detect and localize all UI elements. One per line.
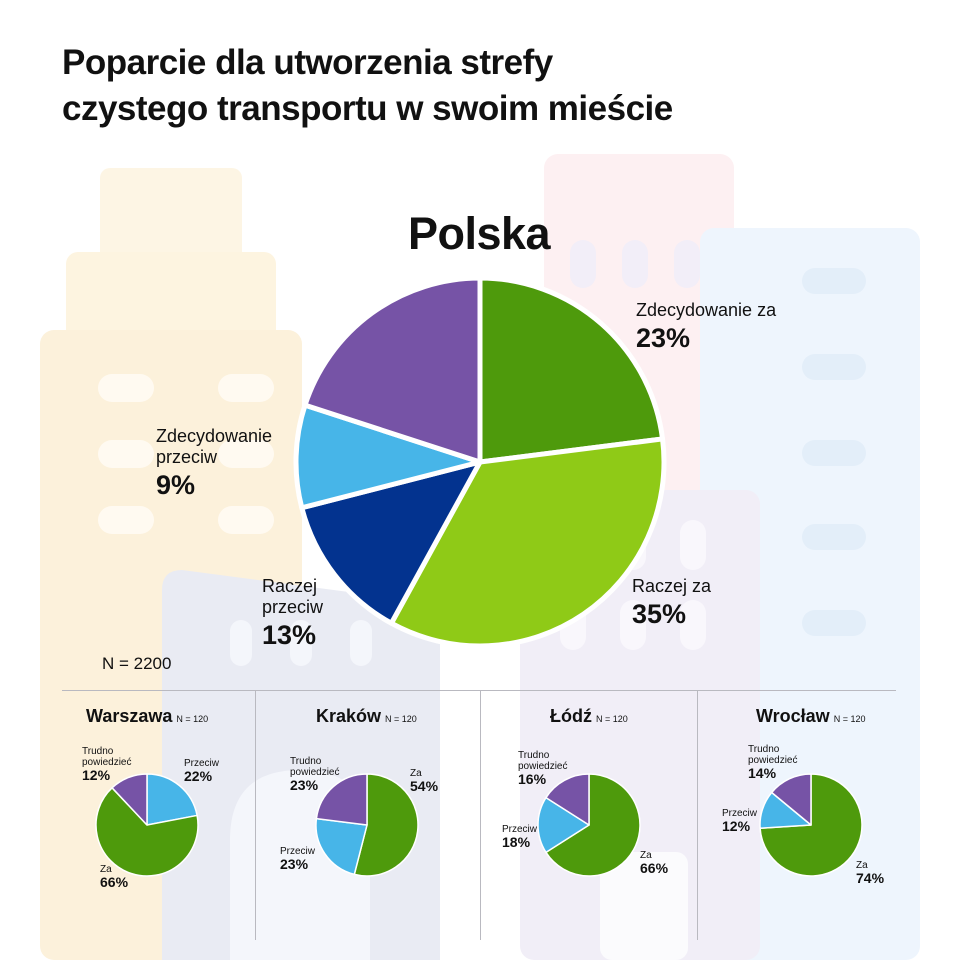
label-zdecydowanie-przeciw: Zdecydowanie przeciw 9% [156, 426, 272, 502]
krakow-slice-1 [315, 817, 368, 876]
slice-value: 54% [410, 778, 439, 794]
slice-value: 16% [518, 771, 547, 787]
warszawa-slice-2 [111, 773, 148, 826]
city-title-lodz: Łódź N = 120 [550, 706, 628, 727]
label-za: Za 66% [100, 864, 128, 890]
slice-label: Trudno powiedzieć [748, 744, 798, 766]
slice-label: Za [640, 850, 652, 861]
city-title-warszawa: Warszawa N = 120 [86, 706, 208, 727]
city-name: Łódź [550, 706, 592, 726]
label-przeciw: Przeciw 23% [280, 846, 315, 872]
slice-value: 23% [290, 777, 319, 793]
slice-value: 9% [156, 470, 196, 501]
slice-label: Trudno powiedzieć [518, 750, 568, 772]
grid-divider [480, 690, 481, 940]
slice-label: Przeciw [722, 808, 758, 819]
slice-value: 18% [502, 834, 531, 850]
lodz-slice-2 [545, 773, 590, 826]
slice-label: Trudno powiedzieć [82, 746, 132, 768]
main-pie-title: Polska [408, 208, 551, 259]
city-sample-size: N = 120 [596, 714, 628, 724]
poland-pie-chart [293, 275, 667, 649]
slice-label: Przeciw [184, 758, 220, 769]
wroclaw-slice-2 [770, 773, 812, 826]
slice-label: Przeciw [502, 824, 538, 835]
poland-slice-4 [302, 275, 483, 465]
city-title-krakow: Kraków N = 120 [316, 706, 417, 727]
slice-label: Zdecydowanie przeciw [156, 426, 273, 468]
label-za: Za 54% [410, 768, 438, 794]
label-przeciw: Przeciw 22% [184, 758, 219, 784]
lodz-slice-1 [537, 796, 590, 854]
wroclaw-pie-chart [759, 773, 863, 877]
slice-label: Za [856, 860, 868, 871]
grid-divider [697, 690, 698, 940]
lodz-pie-chart [537, 773, 641, 877]
label-trudno: Trudno powiedzieć 12% [82, 746, 131, 783]
warszawa-pie-chart [95, 773, 199, 877]
city-sample-size: N = 120 [176, 714, 209, 724]
warszawa-slice-1 [95, 787, 199, 877]
infographic-title: Poparcie dla utworzenia strefy czystego … [62, 43, 673, 128]
slice-label: Zdecydowanie za [636, 300, 777, 320]
slice-value: 35% [632, 599, 687, 630]
sample-size-total: N = 2200 [102, 654, 172, 673]
label-trudno: Trudno powiedzieć 23% [290, 756, 339, 793]
slice-value: 66% [100, 874, 129, 890]
slice-label: Raczej za [632, 576, 712, 596]
slice-label: Za [100, 864, 112, 875]
slice-label: Przeciw [280, 846, 316, 857]
city-name: Wrocław [756, 706, 830, 726]
krakow-slice-2 [315, 773, 368, 826]
label-raczej-przeciw: Raczej przeciw 13% [262, 576, 323, 652]
slice-label: Trudno powiedzieć [290, 756, 340, 778]
label-trudno: Trudno powiedzieć 16% [518, 750, 567, 787]
slice-label: Za [410, 768, 422, 779]
city-sample-size: N = 120 [385, 714, 417, 724]
poland-slice-3 [293, 402, 483, 511]
label-zdecydowanie-za: Zdecydowanie za 23% [636, 300, 776, 355]
krakow-slice-0 [353, 773, 419, 877]
label-raczej-za: Raczej za 35% [632, 576, 711, 631]
grid-top-line [62, 690, 896, 691]
city-title-wroclaw: Wrocław N = 120 [756, 706, 865, 727]
poland-slice-1 [388, 436, 667, 649]
poland-slice-2 [299, 459, 483, 626]
label-za: Za 74% [856, 860, 884, 886]
krakow-pie-chart [315, 773, 419, 877]
slice-value: 23% [636, 323, 691, 354]
lodz-slice-0 [545, 773, 641, 877]
slice-value: 13% [262, 620, 317, 651]
label-przeciw: Przeciw 18% [502, 824, 537, 850]
slice-value: 12% [722, 818, 751, 834]
city-name: Kraków [316, 706, 382, 726]
slice-label: Raczej przeciw [262, 576, 324, 618]
slice-value: 12% [82, 767, 111, 783]
building-white [600, 852, 688, 960]
slice-value: 14% [748, 765, 777, 781]
city-name: Warszawa [86, 706, 173, 726]
label-przeciw: Przeciw 12% [722, 808, 757, 834]
slice-value: 22% [184, 768, 213, 784]
slice-value: 23% [280, 856, 309, 872]
slice-value: 66% [640, 860, 669, 876]
poland-slice-0 [477, 275, 666, 465]
grid-divider [255, 690, 256, 940]
label-trudno: Trudno powiedzieć 14% [748, 744, 797, 781]
label-za: Za 66% [640, 850, 668, 876]
slice-value: 74% [856, 870, 885, 886]
warszawa-slice-0 [146, 773, 198, 826]
city-sample-size: N = 120 [833, 714, 866, 724]
